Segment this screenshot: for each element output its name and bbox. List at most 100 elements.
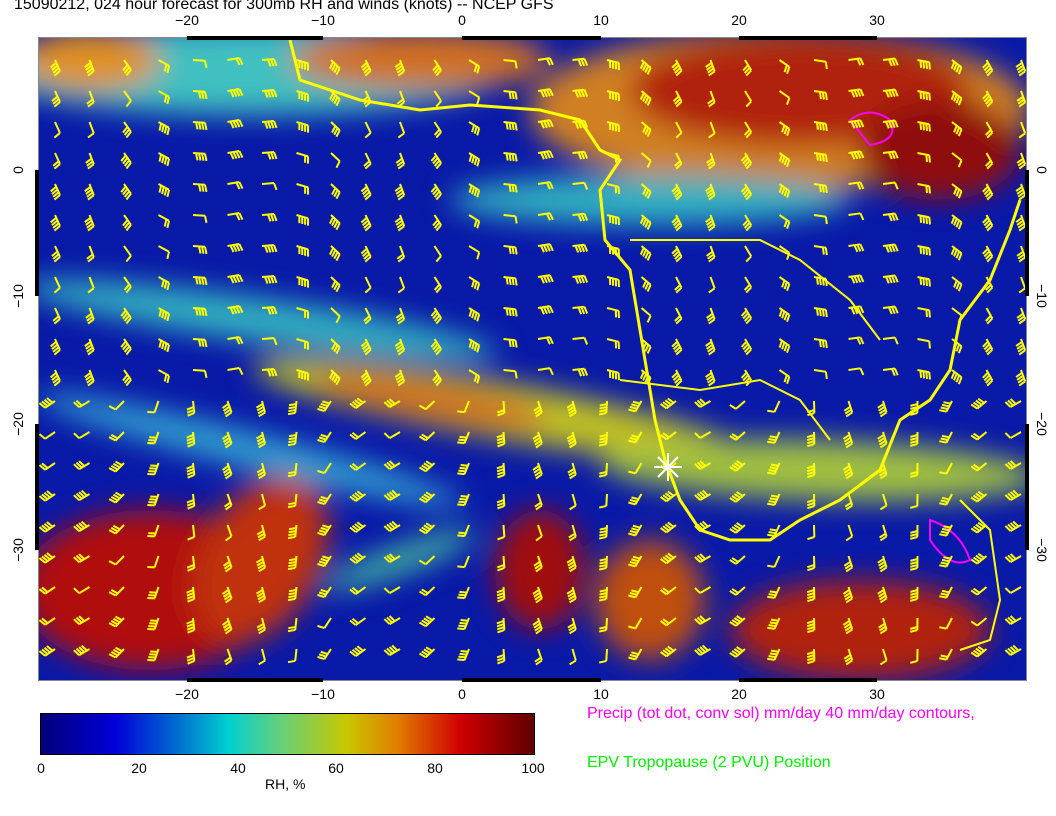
wind-barb [848,274,865,284]
wind-barb [432,59,442,77]
wind-barb [742,59,753,77]
wind-barb [537,212,554,221]
wind-barb [221,400,233,418]
axis-bar-segment [739,36,877,40]
wind-barb [910,586,919,602]
wind-barb [882,212,899,222]
wind-barb [694,553,712,563]
wind-barb [606,59,620,71]
wind-barb [261,213,278,222]
wind-barb [951,276,963,292]
wind-barb [255,400,266,418]
wind-barb [598,555,608,571]
wind-barb [192,307,208,317]
wind-barb [221,617,233,635]
wind-barb [532,462,543,480]
wind-barb [767,431,781,444]
wind-barb [729,615,746,627]
wind-barb [882,274,899,284]
wind-barb [537,336,554,345]
wind-barb [360,183,372,201]
wind-barb [598,462,608,478]
wind-barb [39,552,56,564]
wind-barb [939,648,953,661]
wind-barb [433,245,442,263]
wind-barb [360,214,372,232]
wind-barb [951,307,963,323]
wind-barb [383,489,401,501]
axis-bar-segment [462,678,601,682]
wind-barb [39,645,56,657]
wind-barb [848,367,865,376]
wind-barb [535,524,543,542]
wind-barb [533,400,543,418]
wind-barb [51,90,61,108]
lon-tick: −10 [311,12,335,28]
wind-barb [970,617,988,627]
wind-barb [186,555,196,572]
wind-barb [767,555,781,568]
wind-barb [256,617,266,635]
wind-barb [383,520,401,532]
wind-barb [882,305,899,315]
wind-barb [572,181,589,190]
wind-barb [708,121,716,139]
wind-barb [457,648,470,662]
wind-barb [606,214,620,226]
axis-bar-segment [739,678,877,682]
wind-barb [261,337,278,346]
wind-barb [910,524,919,540]
lat-tick: −30 [1034,538,1050,562]
wind-barb [296,338,310,350]
wind-barb [227,181,244,190]
wind-barb [660,552,677,565]
wind-barb [572,243,589,253]
wind-barb [261,368,278,377]
wind-barb [767,586,781,599]
wind-barb [147,555,160,569]
rh-wind-map [35,36,1029,682]
wind-barb [51,245,61,263]
wind-barb [568,524,577,542]
wind-barb [742,214,753,232]
wind-barb [496,648,506,665]
colorbar-tick: 40 [230,760,246,776]
wind-barb [532,617,543,635]
wind-barb [939,617,953,630]
wind-barb [396,245,406,263]
wind-barb [418,400,436,411]
wind-barb [729,586,746,596]
wind-barb [261,89,278,98]
wind-barb [729,400,746,410]
wind-barb [430,338,442,356]
wind-barb [1015,338,1026,356]
wind-barb [572,150,589,160]
wind-barb [317,617,332,629]
wind-barb [569,648,577,666]
wind-barb [951,152,963,168]
wind-barb [123,245,132,263]
wind-barb [383,431,401,439]
wind-barb [108,646,125,659]
wind-barb [708,276,716,294]
wind-barb [418,555,436,566]
wind-barb [671,59,683,77]
wind-barb [813,276,828,287]
wind-barb [468,59,481,74]
wind-barb [982,214,994,232]
wind-barb [192,90,208,100]
wind-barb [224,524,233,542]
wind-barb [707,90,716,108]
wind-barb [985,121,994,139]
wind-barb [813,307,828,318]
wind-barb [950,369,963,385]
wind-barb [848,150,865,160]
wind-barb [85,152,95,170]
colorbar-tick: 80 [427,760,443,776]
wind-barb [729,555,746,565]
wind-barb [1004,398,1022,408]
wind-barb [418,460,436,473]
wind-barb [349,490,367,502]
wind-barb [660,645,677,658]
wind-barb [848,305,865,315]
